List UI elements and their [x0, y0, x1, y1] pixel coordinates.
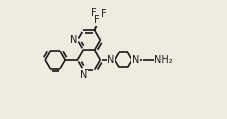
Text: F: F — [101, 9, 106, 19]
Text: N: N — [70, 35, 77, 45]
Text: F: F — [94, 15, 99, 25]
Text: N: N — [131, 55, 139, 65]
Text: F: F — [91, 8, 96, 18]
Text: N: N — [107, 55, 114, 65]
Text: N: N — [80, 70, 87, 80]
Text: NH₂: NH₂ — [154, 55, 172, 65]
